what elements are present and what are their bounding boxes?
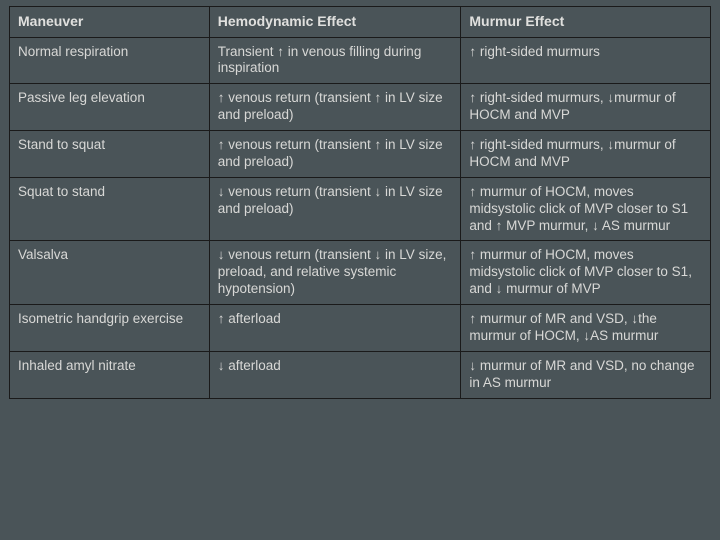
cell-murmur: ↑ murmur of HOCM, moves midsystolic clic… [461,241,711,305]
cell-hemo: Transient ↑ in venous filling during ins… [209,37,461,84]
cell-maneuver: Passive leg elevation [10,84,210,131]
cell-murmur: ↓ murmur of MR and VSD, no change in AS … [461,351,711,398]
cell-hemo: ↓ afterload [209,351,461,398]
cell-murmur: ↑ right-sided murmurs, ↓murmur of HOCM a… [461,131,711,178]
table-row: Squat to stand ↓ venous return (transien… [10,177,711,241]
maneuver-table: Maneuver Hemodynamic Effect Murmur Effec… [9,6,711,399]
cell-maneuver: Inhaled amyl nitrate [10,351,210,398]
cell-murmur: ↑ murmur of MR and VSD, ↓the murmur of H… [461,305,711,352]
col-header-murmur: Murmur Effect [461,7,711,38]
table-header-row: Maneuver Hemodynamic Effect Murmur Effec… [10,7,711,38]
cell-hemo: ↑ afterload [209,305,461,352]
table-row: Passive leg elevation ↑ venous return (t… [10,84,711,131]
cell-maneuver: Stand to squat [10,131,210,178]
cell-maneuver: Squat to stand [10,177,210,241]
table-row: Normal respiration Transient ↑ in venous… [10,37,711,84]
table-row: Stand to squat ↑ venous return (transien… [10,131,711,178]
col-header-hemo: Hemodynamic Effect [209,7,461,38]
cell-hemo: ↑ venous return (transient ↑ in LV size … [209,84,461,131]
cell-maneuver: Valsalva [10,241,210,305]
table-row: Valsalva ↓ venous return (transient ↓ in… [10,241,711,305]
table-row: Inhaled amyl nitrate ↓ afterload ↓ murmu… [10,351,711,398]
table-row: Isometric handgrip exercise ↑ afterload … [10,305,711,352]
cell-maneuver: Isometric handgrip exercise [10,305,210,352]
col-header-maneuver: Maneuver [10,7,210,38]
cell-hemo: ↑ venous return (transient ↑ in LV size … [209,131,461,178]
cell-hemo: ↓ venous return (transient ↓ in LV size,… [209,241,461,305]
cell-murmur: ↑ murmur of HOCM, moves midsystolic clic… [461,177,711,241]
cell-murmur: ↑ right-sided murmurs, ↓murmur of HOCM a… [461,84,711,131]
cell-hemo: ↓ venous return (transient ↓ in LV size … [209,177,461,241]
cell-maneuver: Normal respiration [10,37,210,84]
cell-murmur: ↑ right-sided murmurs [461,37,711,84]
